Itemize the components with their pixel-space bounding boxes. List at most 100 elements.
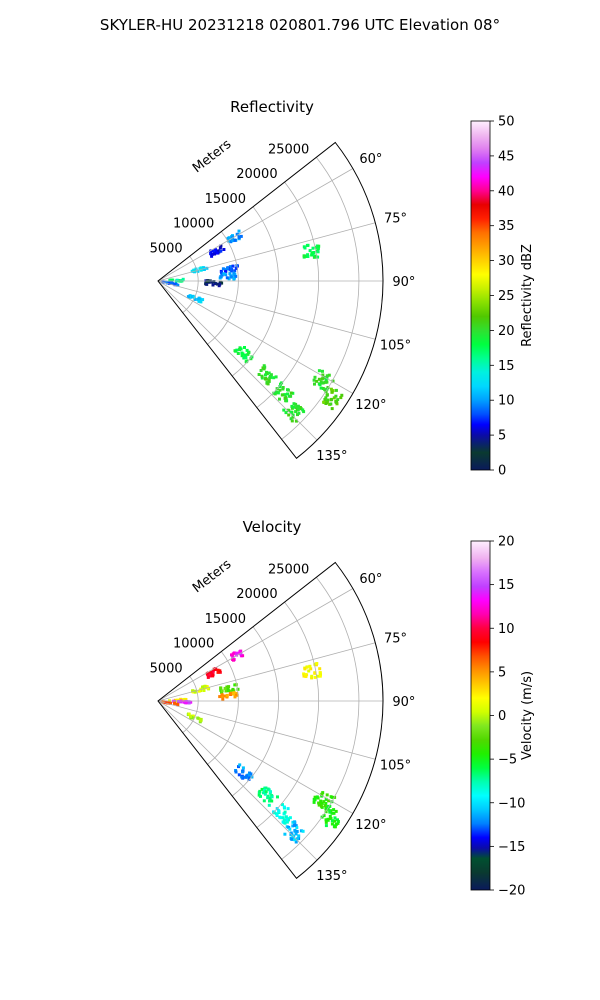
colorbar-tick-label: 30 (498, 254, 515, 269)
echo-cluster (233, 346, 254, 364)
angle-tick-label: 120° (355, 818, 386, 833)
colorbar-label: Velocity (m/s) (520, 671, 535, 760)
radial-tick-label: 20000 (236, 587, 277, 602)
azimuth-spoke (157, 280, 318, 441)
echo-cluster (218, 271, 238, 281)
figure-title: SKYLER-HU 20231218 020801.796 UTC Elevat… (99, 16, 501, 34)
radial-axis-label: Meters (190, 137, 234, 176)
angle-tick-label: 75° (384, 211, 407, 226)
radial-tick-label: 15000 (205, 612, 246, 627)
colorbar-tick-label: 15 (498, 578, 515, 593)
range-ring (182, 256, 199, 314)
colorbar-tick-label: 0 (498, 464, 506, 479)
colorbar-tick-label: 45 (498, 149, 515, 164)
range-ring (281, 157, 360, 440)
echo-layer (161, 229, 344, 423)
reflectivity-panel: Reflectivity 5000 10000 15000 20000 25000 Mete… (150, 98, 535, 479)
colorbar-tick-label: 25 (498, 289, 515, 304)
echo-cluster (234, 763, 254, 781)
range-ring (207, 651, 239, 765)
azimuth-spoke (157, 280, 376, 340)
echo-layer (160, 649, 340, 844)
angle-tick-label: 105° (380, 759, 411, 774)
radial-tick-label: 25000 (268, 142, 309, 157)
colorbar-tick-label: 35 (498, 219, 515, 234)
range-ring (231, 626, 279, 797)
echo-cluster (172, 699, 193, 705)
colorbar-tick-label: −15 (498, 840, 525, 855)
polar-grid (157, 157, 383, 441)
azimuth-spoke (157, 168, 354, 282)
azimuth-spoke (157, 280, 354, 394)
colorbar-label: Reflectivity dBZ (520, 244, 535, 347)
colorbar-tick-label: 15 (498, 359, 515, 374)
echo-cluster (272, 381, 295, 403)
azimuth-spoke (157, 700, 318, 861)
angle-tick-label: 90° (392, 275, 415, 290)
echo-cluster (204, 279, 224, 288)
angle-tick-label: 105° (380, 339, 411, 354)
echo-cluster (302, 243, 321, 259)
radial-tick-label: 5000 (150, 661, 183, 676)
colorbar-tick-label: 20 (498, 535, 515, 550)
radial-tick-label: 10000 (173, 637, 214, 652)
range-ring (182, 676, 199, 734)
radial-tick-label: 15000 (205, 192, 246, 207)
echo-cluster (302, 662, 322, 680)
colorbar (470, 120, 491, 471)
range-ring (256, 601, 320, 828)
echo-cluster (257, 364, 278, 386)
colorbar-tick-label: −20 (498, 884, 525, 899)
azimuth-spoke (157, 642, 376, 702)
velocity-panel: Velocity 5000 10000 15000 20000 25000 Meters 60… (150, 518, 535, 899)
echo-cluster (160, 700, 180, 707)
echo-cluster (186, 712, 203, 724)
polar-grid (157, 577, 383, 861)
echo-cluster (218, 691, 239, 701)
angle-tick-label: 60° (359, 572, 382, 587)
colorbar-tick-label: 5 (498, 429, 506, 444)
echo-cluster (161, 280, 180, 287)
colorbar (470, 540, 491, 891)
colorbar-tick-label: 0 (498, 709, 506, 724)
echo-cluster (272, 803, 292, 825)
angle-tick-label: 135° (316, 869, 347, 884)
azimuth-spoke (157, 222, 376, 282)
radial-tick-label: 20000 (236, 167, 277, 182)
range-ring (207, 231, 239, 345)
radial-tick-label: 25000 (268, 562, 309, 577)
azimuth-spoke (157, 700, 376, 760)
echo-cluster (322, 387, 344, 411)
angle-tick-label: 75° (384, 631, 407, 646)
azimuth-spoke (157, 588, 354, 702)
sector-frame (157, 141, 384, 460)
angle-tick-label: 120° (355, 398, 386, 413)
radial-tick-label: 5000 (150, 241, 183, 256)
angle-tick-label: 60° (359, 152, 382, 167)
echo-cluster (209, 244, 226, 258)
range-ring (281, 577, 360, 860)
echo-cluster (186, 294, 205, 304)
colorbar-tick-label: 10 (498, 394, 515, 409)
colorbar-tick-label: 5 (498, 665, 506, 680)
colorbar-tick-label: −10 (498, 796, 525, 811)
range-ring (231, 206, 279, 377)
radial-tick-label: 10000 (173, 217, 214, 232)
sector-frame (157, 561, 384, 880)
echo-cluster (257, 786, 279, 807)
panel-title: Reflectivity (230, 98, 314, 116)
angle-tick-label: 135° (316, 449, 347, 464)
colorbar-tick-label: 20 (498, 324, 515, 339)
range-ring (256, 181, 320, 408)
echo-cluster (283, 820, 305, 844)
echo-cluster (205, 667, 222, 679)
angle-tick-label: 90° (392, 695, 415, 710)
colorbar-tick-label: 40 (498, 184, 515, 199)
azimuth-spoke (157, 700, 354, 814)
radial-axis-label: Meters (190, 557, 234, 596)
colorbar-tick-label: −5 (498, 753, 517, 768)
colorbar-tick-label: 10 (498, 622, 515, 637)
panel-title: Velocity (243, 518, 302, 536)
colorbar-tick-label: 50 (498, 115, 515, 130)
